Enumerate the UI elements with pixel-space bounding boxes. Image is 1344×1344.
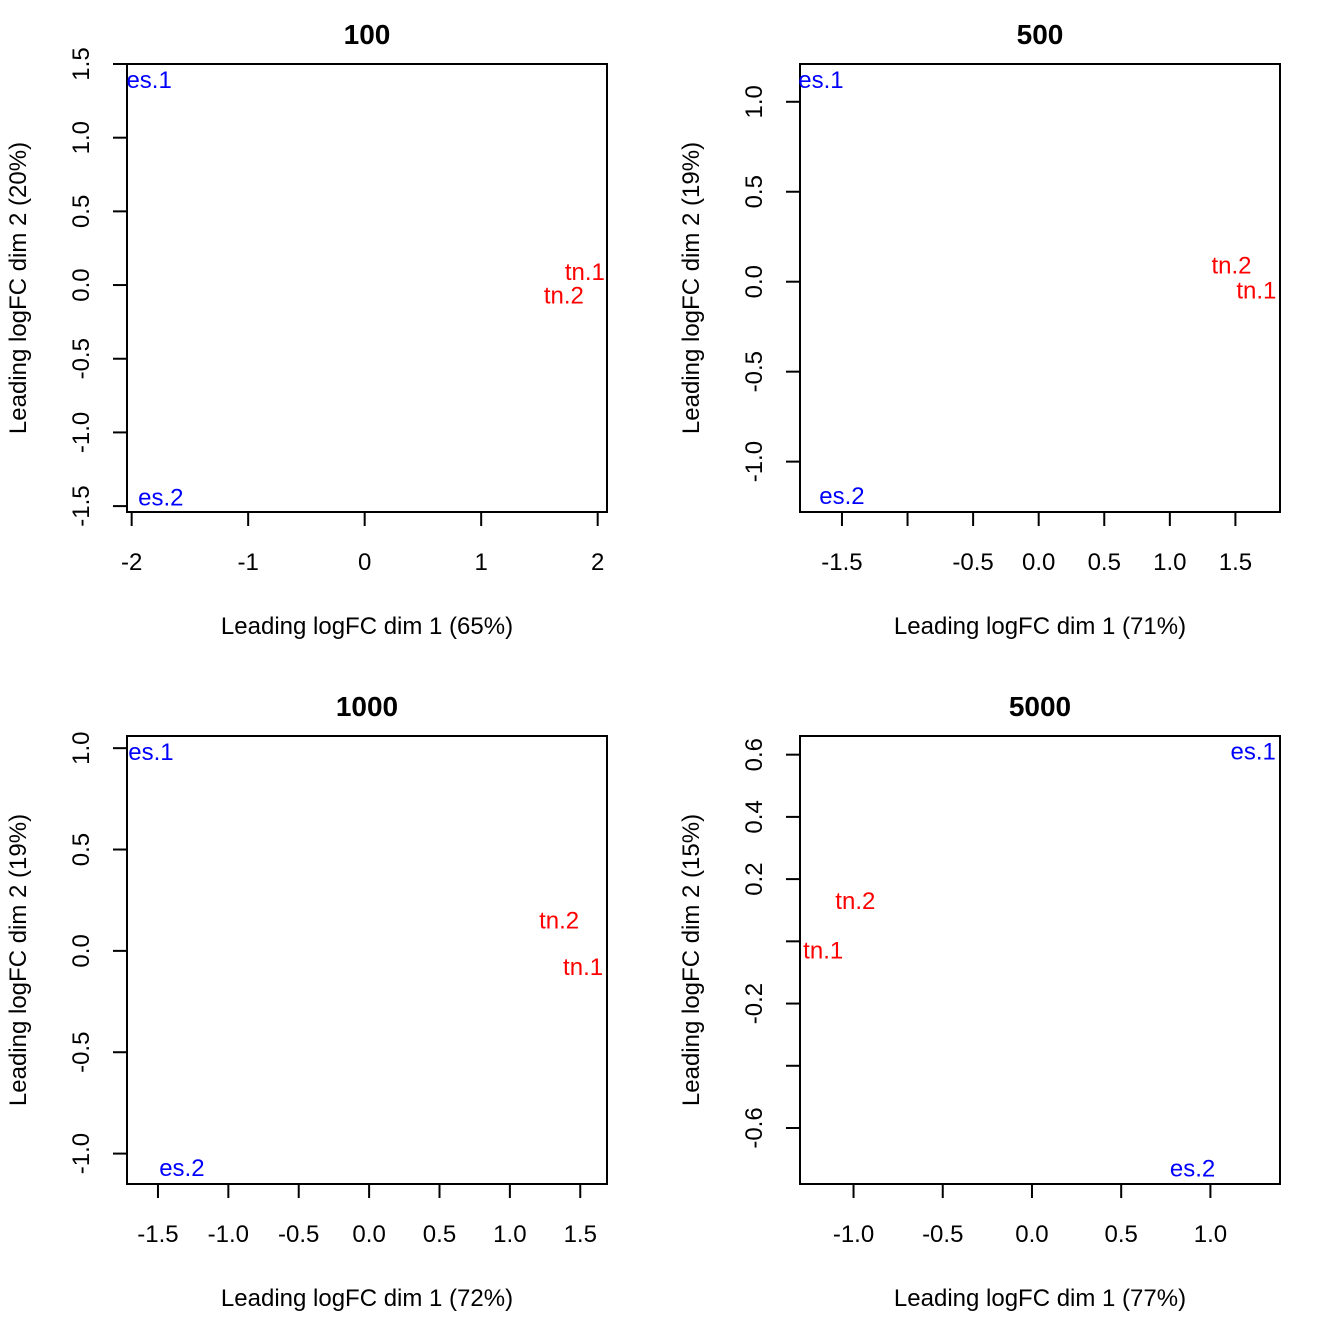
x-tick-label: 0.0	[352, 1221, 385, 1248]
y-tick-label: 0.0	[68, 934, 95, 967]
x-tick-label: -1	[237, 549, 258, 576]
plot-frame	[799, 735, 1281, 1185]
y-tick-label: 0.0	[741, 265, 768, 298]
point-label-es.1: es.1	[126, 67, 171, 94]
y-tick-label: -0.2	[741, 983, 768, 1024]
y-tick-label: 0.6	[741, 738, 768, 771]
y-tick-label: 1.0	[741, 85, 768, 118]
point-label-tn.2: tn.2	[544, 282, 584, 309]
y-tick-label: 0.4	[741, 800, 768, 833]
x-tick-label: 1.5	[1219, 549, 1252, 576]
y-tick-label: 0.5	[68, 833, 95, 866]
y-tick-label: 0.5	[68, 195, 95, 228]
point-label-es.1: es.1	[128, 739, 173, 766]
y-tick-label: 1.0	[68, 121, 95, 154]
point-label-es.2: es.2	[1170, 1155, 1215, 1182]
point-label-es.2: es.2	[819, 483, 864, 510]
point-label-tn.2: tn.2	[835, 888, 875, 915]
x-tick-label: 0	[358, 549, 371, 576]
plot-frame	[126, 735, 608, 1185]
y-tick-label: -0.5	[741, 351, 768, 392]
point-label-es.1: es.1	[798, 67, 843, 94]
y-tick-label: -0.5	[68, 1032, 95, 1073]
y-tick-label: -0.5	[68, 338, 95, 379]
y-tick-label: 0.0	[68, 268, 95, 301]
y-axis-label: Leading logFC dim 2 (15%)	[678, 814, 705, 1106]
chart-title: 1000	[336, 691, 398, 722]
point-label-tn.2: tn.2	[539, 907, 579, 934]
x-tick-label: 1	[474, 549, 487, 576]
x-tick-label: -1.5	[821, 549, 862, 576]
x-tick-label: -1.0	[208, 1221, 249, 1248]
x-tick-label: 1.0	[1194, 1221, 1227, 1248]
y-axis-label: Leading logFC dim 2 (19%)	[678, 142, 705, 434]
x-tick-label: 2	[591, 549, 604, 576]
y-axis-label: Leading logFC dim 2 (19%)	[5, 814, 32, 1106]
point-label-es.2: es.2	[138, 484, 183, 511]
y-tick-label: 0.2	[741, 862, 768, 895]
y-axis-label: Leading logFC dim 2 (20%)	[5, 142, 32, 434]
panel-1000: 1000 Leading logFC dim 1 (72%) Leading log…	[5, 691, 608, 1312]
y-tick-label: -0.6	[741, 1107, 768, 1148]
x-axis-label: Leading logFC dim 1 (71%)	[894, 613, 1186, 640]
x-tick-label: -0.5	[278, 1221, 319, 1248]
point-label-es.2: es.2	[159, 1155, 204, 1182]
point-label-tn.1: tn.1	[565, 259, 605, 286]
y-tick-label: 1.0	[68, 731, 95, 764]
y-tick-label: -1.5	[68, 485, 95, 526]
panel-5000: 5000 Leading logFC dim 1 (77%) Leading log…	[678, 691, 1281, 1312]
y-tick-label: 1.5	[68, 47, 95, 80]
x-tick-label: 0.5	[1105, 1221, 1138, 1248]
chart-title: 100	[344, 19, 391, 50]
x-tick-label: -1.0	[833, 1221, 874, 1248]
plot-frame	[799, 63, 1281, 513]
x-tick-label: -2	[121, 549, 142, 576]
y-tick-label: -1.0	[741, 441, 768, 482]
panel-500: 500 Leading logFC dim 1 (71%) Leading logF…	[678, 19, 1281, 640]
x-tick-label: 1.5	[564, 1221, 597, 1248]
x-tick-label: 0.0	[1015, 1221, 1048, 1248]
panel-100: 100 Leading logFC dim 1 (65%) Leading logF…	[5, 19, 608, 640]
y-tick-label: -1.0	[68, 1133, 95, 1174]
point-label-tn.1: tn.1	[803, 938, 843, 965]
point-label-tn.1: tn.1	[1236, 278, 1276, 305]
x-tick-label: 0.0	[1022, 549, 1055, 576]
x-tick-label: -0.5	[952, 549, 993, 576]
x-tick-label: 0.5	[423, 1221, 456, 1248]
point-label-es.1: es.1	[1231, 739, 1276, 766]
x-tick-label: -1.5	[137, 1221, 178, 1248]
point-label-tn.2: tn.2	[1211, 253, 1251, 280]
point-label-tn.1: tn.1	[563, 954, 603, 981]
x-axis-label: Leading logFC dim 1 (65%)	[221, 613, 513, 640]
x-tick-label: 0.5	[1088, 549, 1121, 576]
x-axis-label: Leading logFC dim 1 (77%)	[894, 1285, 1186, 1312]
x-tick-label: -0.5	[922, 1221, 963, 1248]
plot-frame	[126, 63, 608, 513]
x-axis-label: Leading logFC dim 1 (72%)	[221, 1285, 513, 1312]
chart-title: 500	[1017, 19, 1064, 50]
y-tick-label: -1.0	[68, 412, 95, 453]
x-tick-label: 1.0	[1153, 549, 1186, 576]
y-tick-label: 0.5	[741, 175, 768, 208]
x-tick-label: 1.0	[493, 1221, 526, 1248]
chart-title: 5000	[1009, 691, 1071, 722]
